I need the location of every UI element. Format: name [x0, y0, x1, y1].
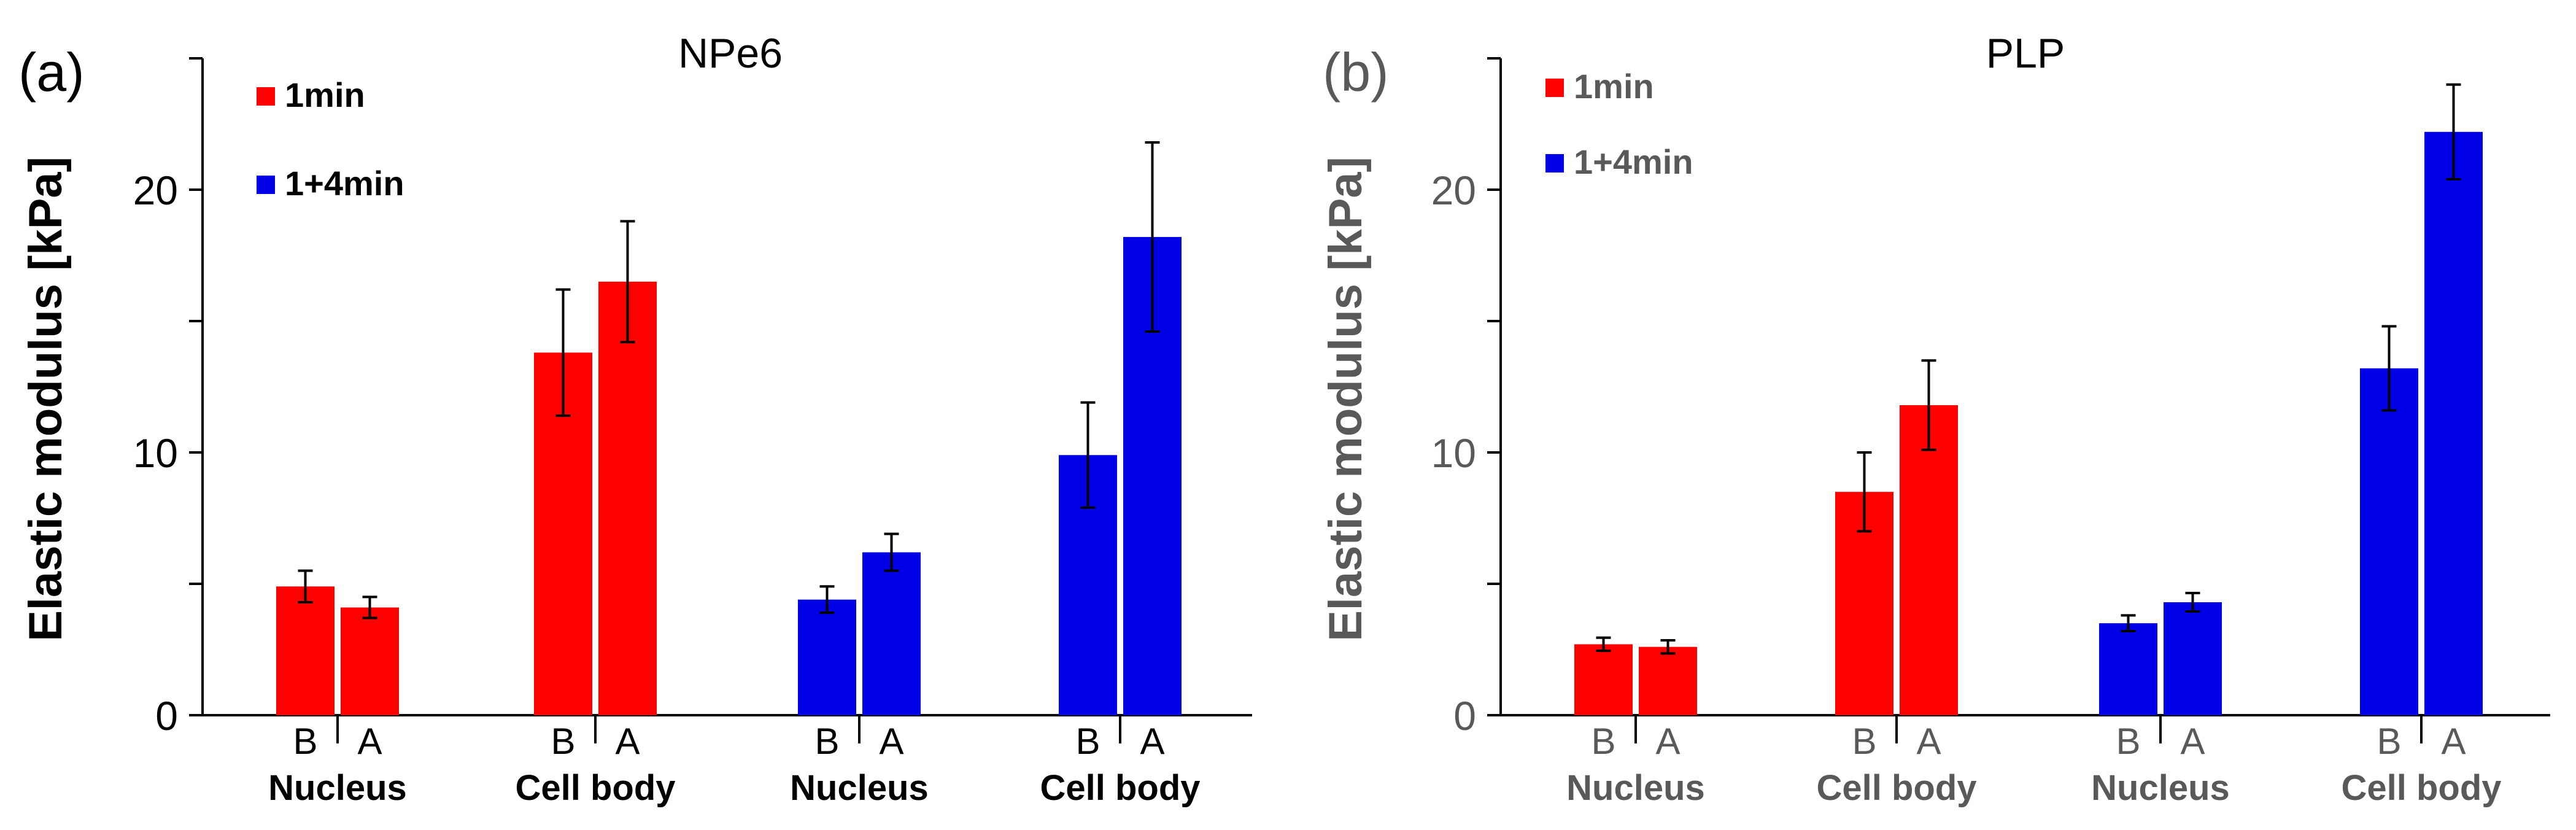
- bar-1-A: [1900, 405, 1958, 715]
- bar-2-B: [2099, 623, 2157, 715]
- y-tick-label: 20: [1431, 168, 1476, 213]
- bar-category-label: B: [551, 721, 575, 762]
- legend-swatch: [1545, 79, 1564, 97]
- chart-panel-1: (b) PLP 0 10 20 Elastic modulus [kPa] 1min 1+4m…: [1320, 30, 2550, 808]
- x-group-label: Nucleus: [1566, 768, 1705, 808]
- bar-1-A: [598, 281, 657, 715]
- bar-category-label: B: [293, 721, 317, 762]
- panel-label: (a): [18, 42, 85, 103]
- x-group-label: Nucleus: [2091, 768, 2230, 808]
- bar-0-B: [1574, 644, 1633, 715]
- legend-label: 1min: [285, 76, 365, 114]
- x-group-label: Nucleus: [790, 768, 929, 808]
- panel-label: (b): [1323, 42, 1389, 103]
- bar-2-B: [798, 599, 856, 715]
- bar-category-label: A: [357, 721, 382, 762]
- x-group-label: Cell body: [1816, 768, 1976, 808]
- bar-category-label: B: [814, 721, 839, 762]
- bar-category-label: A: [2180, 721, 2205, 762]
- bar-2-A: [2164, 602, 2222, 715]
- bar-category-label: B: [2377, 721, 2401, 762]
- chart-title: PLP: [1986, 30, 2065, 77]
- x-group-label: Cell body: [2341, 768, 2501, 808]
- bar-category-label: A: [1655, 721, 1680, 762]
- bar-category-label: A: [615, 721, 640, 762]
- legend-label: 1+4min: [1574, 142, 1693, 181]
- bar-category-label: B: [2116, 721, 2140, 762]
- legend-label: 1min: [1574, 67, 1654, 106]
- x-group-label: Nucleus: [268, 768, 407, 808]
- x-group-label: Cell body: [1040, 768, 1200, 808]
- bar-0-A: [1639, 646, 1697, 715]
- legend-swatch: [1545, 154, 1564, 173]
- chart-panel-0: (a) NPe6 0 10 20 Elastic modulus [kPa] 1min 1+4…: [18, 30, 1252, 808]
- bar-category-label: A: [879, 721, 903, 762]
- y-tick-label: 20: [133, 168, 178, 213]
- bar-category-label: A: [1140, 721, 1164, 762]
- bar-category-label: B: [1852, 721, 1876, 762]
- y-axis-label: Elastic modulus [kPa]: [1320, 157, 1372, 642]
- bar-2-A: [862, 552, 921, 715]
- bar-category-label: A: [2441, 721, 2466, 762]
- bar-category-label: B: [1591, 721, 1615, 762]
- legend-swatch: [257, 87, 275, 106]
- bar-3-A: [2424, 131, 2483, 716]
- x-group-label: Cell body: [515, 768, 675, 808]
- bar-category-label: B: [1075, 721, 1100, 762]
- y-tick-label: 10: [1431, 430, 1476, 476]
- bar-category-label: A: [1916, 721, 1941, 762]
- chart-title: NPe6: [678, 30, 783, 77]
- bar-3-B: [2360, 368, 2418, 715]
- y-tick-label: 0: [1453, 693, 1476, 739]
- bar-0-B: [276, 586, 335, 715]
- bar-0-A: [341, 607, 399, 715]
- y-axis-label: Elastic modulus [kPa]: [20, 157, 72, 642]
- legend-label: 1+4min: [285, 164, 404, 203]
- y-tick-label: 0: [155, 693, 178, 739]
- y-tick-label: 10: [133, 430, 178, 476]
- legend-swatch: [257, 176, 275, 194]
